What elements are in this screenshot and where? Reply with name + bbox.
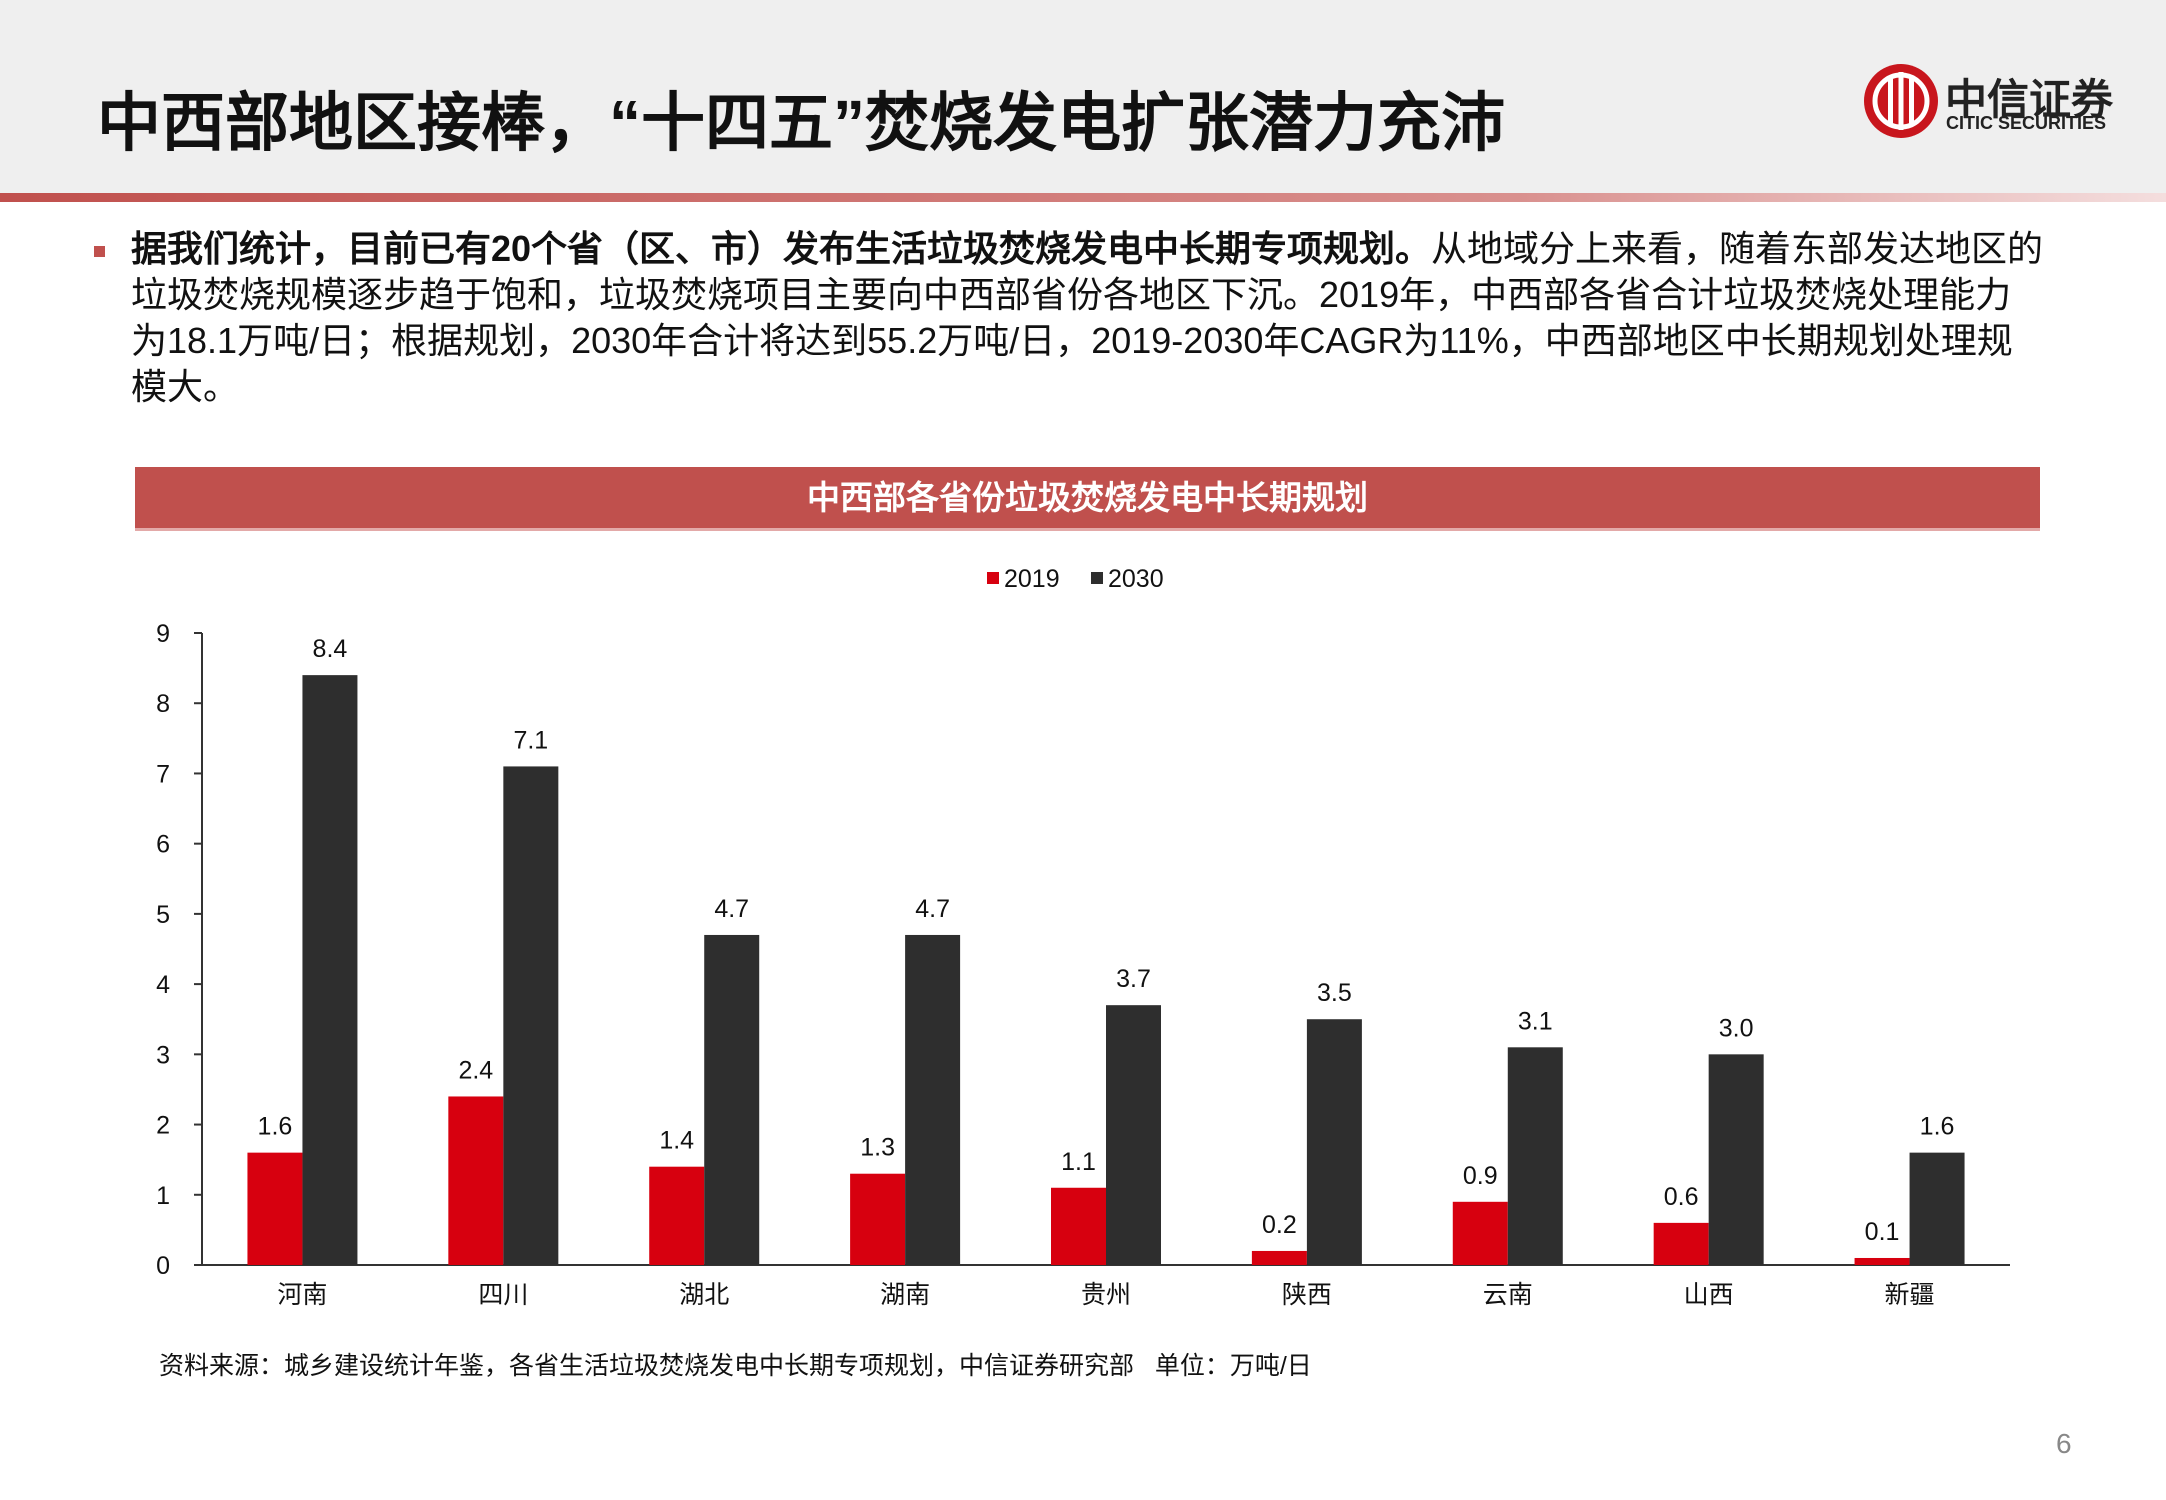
data-label: 3.5	[1317, 979, 1352, 1007]
data-label: 8.4	[313, 635, 348, 663]
y-tick-label: 4	[156, 971, 170, 999]
x-tick-label: 云南	[1483, 1281, 1533, 1309]
data-label: 1.3	[860, 1134, 895, 1162]
bar	[247, 1152, 303, 1265]
logo-text: 中信证券	[1945, 76, 2114, 123]
bar	[302, 675, 358, 1265]
bullet-bold: 据我们统计，目前已有20个省（区、市）发布生活垃圾焚烧发电中长期专项规划。	[131, 228, 1432, 269]
bar	[1653, 1222, 1709, 1265]
bar	[704, 934, 760, 1265]
data-label: 4.7	[714, 895, 749, 923]
legend-swatch	[1091, 572, 1103, 584]
x-tick-label: 湖南	[880, 1281, 930, 1309]
y-tick-label: 3	[156, 1041, 170, 1069]
data-label: 2.4	[458, 1056, 493, 1084]
bar	[1452, 1201, 1508, 1265]
page-title: 中西部地区接棒，“十四五”焚烧发电扩张潜力充沛	[97, 87, 1505, 159]
bar	[1708, 1054, 1764, 1265]
y-tick-label: 1	[156, 1182, 170, 1210]
legend-label: 2019	[1004, 565, 1060, 593]
data-label: 1.6	[258, 1113, 293, 1141]
bar	[1909, 1152, 1965, 1265]
bar	[905, 934, 961, 1265]
data-label: 1.1	[1061, 1148, 1096, 1176]
data-label: 0.2	[1262, 1211, 1297, 1239]
x-tick-label: 湖北	[679, 1281, 729, 1309]
x-tick-label: 陕西	[1282, 1281, 1332, 1309]
x-tick-label: 贵州	[1081, 1281, 1131, 1309]
bar	[649, 1166, 705, 1265]
data-label: 0.6	[1664, 1183, 1699, 1211]
bullet-marker	[94, 246, 105, 257]
bar	[1251, 1250, 1307, 1265]
source-note: 资料来源：城乡建设统计年鉴，各省生活垃圾焚烧发电中长期专项规划，中信证券研究部 …	[159, 1352, 1312, 1380]
bar	[1306, 1019, 1362, 1265]
bar	[1507, 1047, 1563, 1265]
x-tick-label: 河南	[277, 1281, 327, 1309]
x-tick-label: 四川	[478, 1281, 528, 1309]
y-tick-label: 7	[156, 760, 170, 788]
y-tick-label: 6	[156, 831, 170, 859]
bar	[850, 1173, 906, 1265]
data-label: 1.4	[659, 1127, 694, 1155]
chart-title: 中西部各省份垃圾焚烧发电中长期规划	[135, 467, 2040, 531]
y-tick-label: 5	[156, 901, 170, 929]
y-tick-label: 8	[156, 690, 170, 718]
data-label: 3.1	[1518, 1007, 1553, 1035]
bar	[1854, 1257, 1910, 1265]
bar	[1106, 1005, 1161, 1265]
logo-mark	[1864, 64, 1938, 138]
header	[0, 0, 2166, 193]
data-label: 3.7	[1116, 965, 1151, 993]
y-tick-label: 9	[156, 620, 170, 648]
data-label: 0.1	[1865, 1218, 1900, 1246]
data-label: 4.7	[915, 895, 950, 923]
legend-swatch	[987, 572, 999, 584]
header-rule	[0, 193, 2166, 202]
x-tick-label: 新疆	[1885, 1281, 1935, 1309]
x-tick-label: 山西	[1684, 1281, 1734, 1309]
logo-subtext: CITIC SECURITIES	[1946, 113, 2107, 133]
legend-label: 2030	[1108, 565, 1164, 593]
chart: 0 1 2 3 4 5 6 7 8 9 2019 2030 河南 1.6 8.4 四川 2.4 7.1 湖北 1.4 4…	[156, 565, 2010, 1309]
bar	[448, 1096, 504, 1265]
y-tick-label: 2	[156, 1112, 170, 1140]
data-label: 1.6	[1920, 1113, 1955, 1141]
bar	[503, 766, 559, 1265]
y-tick-label: 0	[156, 1252, 170, 1280]
page-number: 6	[2056, 1428, 2072, 1459]
bullet-body: 从地域分上来看，随着东部发达地区的垃圾焚烧规模逐步趋于饱和，垃圾焚烧项目主要向中…	[131, 228, 2044, 407]
data-label: 0.9	[1463, 1162, 1498, 1190]
bar	[1051, 1187, 1106, 1265]
data-label: 7.1	[513, 726, 548, 754]
data-label: 3.0	[1719, 1014, 1754, 1042]
bullet-text: 据我们统计，目前已有20个省（区、市）发布生活垃圾焚烧发电中长期专项规划。从地域…	[131, 226, 2046, 410]
